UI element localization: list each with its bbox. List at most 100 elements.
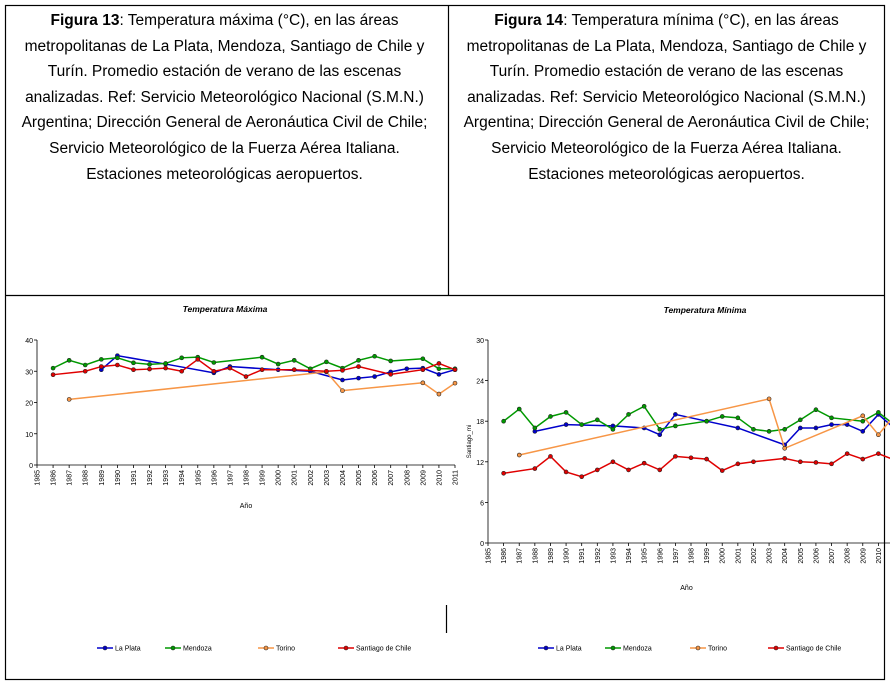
point (436, 372, 442, 377)
point (751, 459, 756, 465)
x-tick-label: 1991 (579, 548, 586, 564)
x-tick-label: 2005 (798, 548, 805, 564)
y-tick-label: 30 (476, 338, 484, 345)
point (579, 422, 584, 427)
point (798, 425, 803, 431)
x-tick-label: 2009 (860, 548, 867, 564)
x-tick-label: 1985 (486, 548, 493, 564)
point (420, 356, 426, 362)
point (563, 422, 569, 427)
point (626, 412, 631, 417)
point (579, 474, 584, 479)
point (735, 461, 741, 467)
point (82, 362, 88, 368)
point (291, 367, 297, 372)
x-tick-label: 2002 (308, 470, 315, 486)
point (211, 360, 217, 365)
point (340, 377, 345, 383)
caption: Figura 14: Temperatura mínima (°C), en l… (463, 12, 870, 183)
x-tick-label: 1988 (83, 470, 90, 486)
point (163, 365, 168, 371)
legend-marker (695, 645, 701, 651)
x-tick-label: 2010 (436, 470, 443, 486)
x-tick-label: 2001 (292, 470, 299, 486)
point (860, 429, 866, 434)
point (860, 418, 866, 424)
point (66, 358, 72, 363)
series-line (503, 452, 890, 478)
y-tick-label: 40 (25, 338, 33, 345)
point (735, 425, 741, 431)
series-line (534, 413, 890, 446)
x-tick-label: 2007 (388, 470, 395, 486)
point (563, 410, 569, 415)
point (844, 451, 850, 456)
point (595, 417, 600, 423)
legend-marker (610, 645, 616, 651)
chart-max: Temperatura Máxima 0 10 20 30 40 1985 1986 1987 1… (25, 304, 459, 653)
point (275, 361, 281, 367)
point (356, 375, 361, 381)
chart-min: Temperatura Mínima 0 6 12 18 24 30 1985 1986 1987… (467, 305, 890, 653)
point (704, 418, 709, 424)
point (227, 365, 233, 371)
point (798, 459, 803, 465)
x-tick-label: 2001 (735, 548, 742, 564)
legend-label: Santiago de Chile (356, 646, 411, 653)
point (829, 422, 834, 427)
x-tick-label: 1995 (642, 548, 649, 564)
point (324, 368, 329, 374)
point (147, 362, 152, 367)
x-tick-label: 1996 (657, 548, 664, 564)
point (436, 361, 442, 366)
x-axis-label: Año (680, 585, 693, 592)
point (798, 417, 803, 423)
point (641, 460, 647, 466)
point (147, 366, 152, 372)
point (673, 454, 678, 459)
point (388, 358, 393, 364)
legend-marker (102, 645, 108, 651)
point (532, 425, 538, 431)
legend-marker (343, 645, 349, 651)
point (766, 429, 772, 434)
y-tick-label: 0 (480, 541, 484, 548)
legend-label: Mendoza (623, 646, 652, 653)
point (420, 380, 426, 386)
point (50, 365, 56, 371)
x-tick-label: 1988 (532, 548, 539, 564)
point (501, 471, 506, 476)
x-tick-label: 1992 (595, 548, 602, 564)
x-tick-label: 1998 (689, 548, 696, 564)
point (704, 456, 709, 462)
point (66, 397, 72, 402)
x-tick-label: 2006 (372, 470, 379, 486)
y-tick-label: 18 (476, 419, 484, 426)
point (673, 412, 678, 417)
point (563, 469, 569, 475)
x-tick-label: 1999 (704, 548, 711, 564)
x-tick-label: 2007 (829, 548, 836, 564)
x-tick-label: 1993 (163, 470, 170, 486)
point (595, 467, 600, 473)
point (372, 374, 377, 379)
x-tick-label: 1987 (67, 470, 74, 486)
x-axis-label: Año (240, 503, 253, 510)
x-tick-label: 2010 (876, 548, 883, 564)
point (243, 374, 249, 379)
table-borders (4, 4, 886, 681)
legend-label: Torino (708, 646, 727, 653)
x-tick-label: 2008 (404, 470, 411, 486)
point (99, 357, 104, 362)
point (876, 410, 881, 415)
caption: Figura 13: Temperatura máxima (°C), en l… (21, 12, 428, 183)
point (436, 391, 442, 397)
x-tick-label: 2008 (845, 548, 852, 564)
point (813, 425, 819, 431)
legend-label: Mendoza (183, 646, 212, 653)
point (829, 461, 834, 467)
x-tick-label: 2000 (720, 548, 727, 564)
y-tick-label: 30 (25, 369, 33, 376)
chart-title: Temperatura Máxima (183, 304, 268, 314)
